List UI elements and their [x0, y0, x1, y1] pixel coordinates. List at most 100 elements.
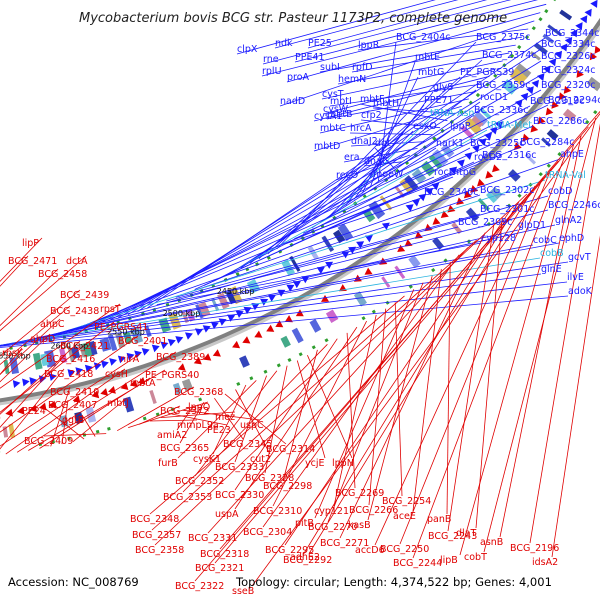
plus-feature-label: clpX	[237, 44, 258, 55]
plus-feature-label: tRNA-Val	[545, 170, 586, 181]
minus-leader-line	[154, 193, 528, 546]
minus-feature-label: furB	[158, 458, 178, 469]
minus-strand-feature	[537, 116, 546, 125]
plus-feature-label: nadD	[280, 96, 305, 107]
minus-strand-feature	[129, 379, 138, 388]
minus-feature-label: BCG_2271	[320, 538, 369, 549]
plus-strand-feature	[560, 43, 568, 52]
plus-leader-line	[222, 129, 488, 278]
plus-strand-block	[514, 63, 532, 79]
minus-strand-block	[586, 76, 600, 92]
minus-leader-line	[499, 135, 582, 538]
minus-feature-label: mbtA	[130, 378, 156, 389]
minus-strand-feature	[242, 336, 251, 344]
plus-leader-line	[357, 28, 529, 51]
plus-feature-label: mbtH	[373, 98, 399, 109]
plus-leader-line	[359, 103, 448, 122]
plus-feature-label: ahpE	[560, 149, 584, 160]
minus-strand-block	[325, 309, 339, 323]
minus-strand-feature	[551, 100, 559, 109]
plus-feature-label: cobC	[533, 235, 557, 246]
plus-leader-line	[328, 130, 414, 218]
gc-marker	[361, 316, 366, 321]
minus-feature-label: BCG_2254	[382, 496, 431, 507]
plus-strand-block	[471, 115, 484, 128]
minus-strand-feature	[485, 170, 494, 179]
plus-strand-feature	[251, 303, 260, 311]
gc-marker	[544, 9, 549, 14]
minus-leader-line	[327, 282, 424, 523]
minus-strand-feature	[492, 164, 500, 173]
minus-strand-feature	[563, 85, 572, 94]
plus-strand-feature	[584, 8, 592, 17]
plus-strand-feature	[489, 126, 498, 135]
plus-leader-line	[29, 209, 549, 341]
minus-strand-block	[465, 207, 480, 222]
plus-leader-line	[236, 0, 436, 55]
scale-label: 2550 kbp	[107, 327, 145, 336]
minus-strand-feature	[522, 133, 530, 142]
minus-feature-label: ahpD	[30, 334, 55, 345]
minus-strand-feature	[193, 357, 202, 365]
minus-leader-line	[459, 144, 575, 556]
minus-feature-label: BCG_2314	[266, 444, 315, 455]
plus-strand-block	[40, 353, 49, 367]
plus-strand-feature	[316, 267, 325, 274]
plus-feature-label: dnaG	[364, 156, 389, 167]
plus-leader-line	[39, 195, 549, 339]
plus-feature-label: BCG_2336c	[474, 105, 529, 116]
plus-feature-label: era	[344, 152, 360, 163]
minus-feature-label: aceE	[393, 511, 416, 522]
plus-strand-feature	[185, 332, 193, 340]
minus-feature-label: BCG_2331	[188, 533, 237, 544]
minus-leader-line	[41, 405, 85, 440]
gc-marker	[493, 73, 498, 78]
minus-leader-line	[171, 413, 228, 426]
minus-leader-line	[234, 375, 267, 463]
minus-feature-label: lppN	[332, 458, 354, 469]
plus-feature-label: proA	[287, 72, 310, 83]
minus-strand-block	[408, 255, 421, 269]
plus-strand-block	[281, 259, 295, 277]
minus-feature-label: BCG_2298	[263, 481, 312, 492]
minus-leader-line	[149, 295, 405, 515]
plus-feature-label: cobD	[548, 186, 572, 197]
minus-leader-line	[43, 433, 107, 437]
plus-strand-feature	[495, 121, 503, 129]
minus-strand-feature	[5, 408, 13, 417]
plus-feature-label: ndk	[275, 38, 293, 49]
scale-label: 2500 kbp	[163, 309, 201, 318]
minus-strand-feature	[414, 231, 423, 239]
minus-leader-line	[5, 368, 126, 455]
minus-feature-label: cut2	[250, 454, 271, 465]
minus-feature-label: dctA	[66, 256, 88, 267]
minus-leader-line	[374, 177, 544, 546]
gc-marker	[298, 352, 303, 357]
minus-feature-label: PE24	[22, 406, 46, 417]
plus-strand-feature	[520, 92, 529, 101]
minus-strand-block	[2, 426, 9, 438]
minus-leader-line	[0, 335, 139, 433]
minus-leader-line	[234, 338, 338, 491]
plus-strand-block	[225, 290, 237, 305]
minus-leader-line	[50, 386, 71, 447]
gc-marker	[107, 427, 111, 431]
plus-strand-feature	[49, 373, 57, 381]
plus-feature-label: BCG_2294c	[548, 95, 600, 106]
plus-feature-label: rpfD	[352, 62, 373, 73]
plus-feature-label: lppR	[358, 40, 380, 51]
minus-leader-line	[182, 344, 328, 493]
plus-feature-label: BCG_2316c	[482, 150, 537, 161]
minus-leader-line	[160, 411, 236, 418]
plus-feature-label: BCG_2301c	[480, 204, 535, 215]
plus-feature-label: BCG_2302c	[480, 185, 535, 196]
gc-marker	[517, 193, 522, 198]
plus-feature-label: moeW	[373, 169, 404, 180]
plus-strand-feature	[29, 377, 37, 385]
minus-strand-block	[541, 137, 551, 147]
plus-strand-feature	[531, 79, 539, 88]
minus-strand-block	[123, 396, 135, 413]
plus-feature-label: rplU	[262, 66, 282, 77]
plus-strand-block	[547, 24, 562, 37]
